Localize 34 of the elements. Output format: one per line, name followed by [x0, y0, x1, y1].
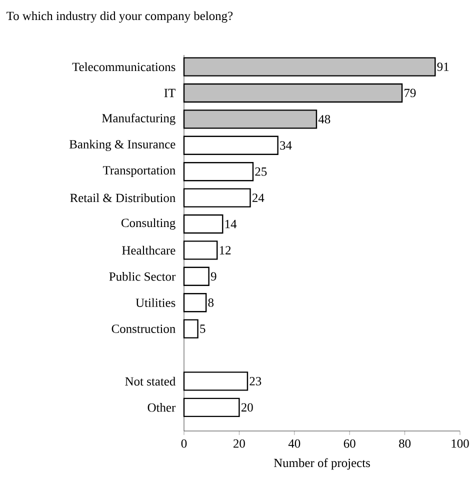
y-tick-label: Consulting — [122, 218, 176, 230]
x-axis-title: Number of projects — [274, 458, 370, 470]
data-label: 24 — [252, 194, 264, 202]
chart-title: To which industry did your company belong? — [6, 11, 233, 23]
data-label: 8 — [208, 298, 214, 307]
data-label: 25 — [255, 167, 267, 176]
data-label: 23 — [250, 377, 262, 386]
data-label: 12 — [220, 246, 231, 254]
x-tick-label: 20 — [234, 439, 245, 448]
data-label: 79 — [404, 88, 416, 98]
y-tick-label: Transportation — [102, 166, 176, 178]
y-tick-label: Banking & Insurance — [69, 140, 176, 152]
data-label: 9 — [210, 272, 216, 281]
y-tick-label: Telecommunications — [72, 62, 176, 72]
data-label: 20 — [241, 403, 253, 412]
x-tick-label: 80 — [399, 439, 411, 448]
y-tick-label: Manufacturing — [102, 113, 176, 125]
x-tick-label: 40 — [288, 439, 300, 448]
data-label: 5 — [200, 324, 206, 333]
y-tick-label: Retail & Distribution — [70, 193, 176, 202]
x-tick-label: 60 — [344, 439, 356, 448]
data-label: 91 — [437, 62, 449, 71]
y-tick-label: Utilities — [136, 298, 176, 307]
y-tick-label: Construction — [112, 324, 176, 333]
y-tick-label: Public Sector — [109, 272, 176, 281]
data-label: 34 — [280, 141, 292, 150]
y-tick-label: IT — [164, 88, 176, 98]
y-tick-label: Not stated — [125, 376, 176, 386]
y-tick-label: Other — [148, 403, 176, 412]
y-tick-label: Healthcare — [122, 246, 176, 255]
data-label: 48 — [318, 114, 330, 124]
x-tick-label: 100 — [452, 439, 469, 448]
x-tick-label: 0 — [181, 439, 187, 448]
data-label: 14 — [225, 220, 237, 228]
